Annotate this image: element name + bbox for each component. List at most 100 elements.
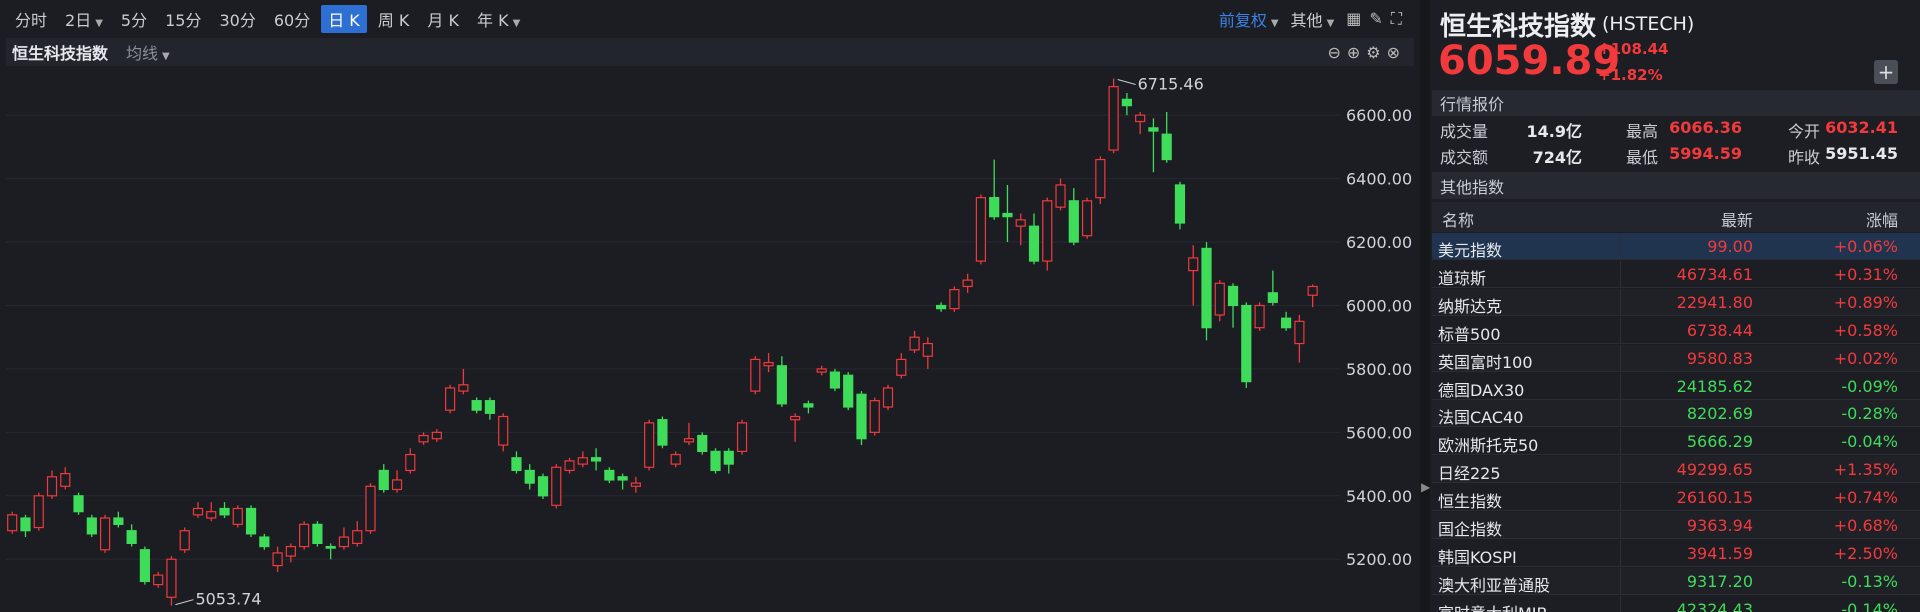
candle-body [1028, 225, 1040, 262]
row-bg[interactable] [1432, 567, 1920, 595]
candle-body [126, 530, 137, 544]
row-bg[interactable] [1432, 539, 1920, 567]
col-divider [1620, 400, 1621, 428]
candle-body [670, 453, 681, 465]
column-header: 涨幅 [1865, 211, 1898, 230]
annotation-arrow [175, 599, 194, 606]
period-button[interactable]: 30分 [212, 5, 262, 33]
row-bg[interactable] [1432, 372, 1920, 400]
candle-body [272, 552, 283, 567]
candle-body [365, 485, 376, 532]
row-bg[interactable] [1432, 512, 1920, 539]
period-button[interactable]: 月 K [420, 5, 466, 33]
index-name: 韩国KOSPI [1438, 547, 1517, 567]
candle-body [166, 558, 177, 598]
market-label: 最高 [1626, 122, 1659, 141]
index-last: 26160.15 [1676, 488, 1753, 508]
candle-body [471, 400, 482, 411]
annotation-arrow [1117, 79, 1136, 86]
candle-body [60, 473, 71, 487]
period-button[interactable]: 年 K ▼ [470, 5, 527, 33]
period-button[interactable]: 周 K [371, 5, 417, 33]
caret: ▼ [512, 18, 521, 29]
row-bg[interactable] [1432, 428, 1920, 456]
candle-body [431, 431, 442, 440]
index-change: +0.89% [1833, 292, 1898, 312]
index-name: 德国DAX30 [1438, 380, 1525, 400]
index-name: 纳斯达克 [1438, 296, 1503, 316]
col-divider [1620, 344, 1621, 372]
index-last: 24185.62 [1676, 376, 1753, 396]
row-bg[interactable] [1432, 316, 1920, 344]
candle-body [1174, 184, 1186, 224]
candle-body [763, 361, 774, 367]
tool-icons[interactable]: ▦✎⛶ [1346, 9, 1410, 28]
index-change: -0.13% [1841, 571, 1898, 591]
row-bg[interactable] [1432, 260, 1920, 288]
index-change: -0.28% [1841, 404, 1898, 424]
index-change: +0.06% [1833, 237, 1898, 256]
market-label: 昨收 [1788, 148, 1821, 167]
index-last: 9317.20 [1686, 571, 1753, 591]
splitter[interactable]: ▶ [1420, 0, 1430, 612]
col-divider [1620, 260, 1621, 288]
toolbar-select[interactable]: 前复权 ▼ [1219, 7, 1279, 31]
collapse-arrow[interactable]: ▶ [1421, 480, 1431, 494]
candle-body [524, 469, 535, 484]
period-button[interactable]: 日 K [321, 5, 367, 33]
row-bg[interactable] [1432, 484, 1920, 512]
candle-body [232, 507, 243, 525]
candle-body [537, 476, 549, 497]
index-name: 英国富时100 [1438, 352, 1533, 372]
index-change: -0.14% [1841, 599, 1898, 612]
index-name: 道琼斯 [1438, 268, 1487, 288]
candle-body [1281, 317, 1292, 329]
candle-body [498, 415, 509, 446]
candle-body [445, 387, 456, 411]
candle-body [1201, 247, 1212, 329]
candle-body [418, 434, 429, 443]
candle-body [511, 457, 522, 472]
chart-controls[interactable]: ⊖⊕⚙⊗ [1327, 43, 1406, 62]
add-button[interactable]: + [1874, 60, 1898, 84]
row-bg[interactable] [1432, 400, 1920, 428]
indicator-select[interactable]: 均线 ▼ [126, 40, 170, 64]
candle-body [922, 342, 933, 357]
period-button[interactable]: 5分 [114, 5, 154, 33]
candle-body [935, 304, 947, 310]
candle-body [325, 545, 336, 549]
candle-body [551, 466, 562, 506]
index-name: 美元指数 [1438, 241, 1503, 260]
quote-panel: 恒生科技指数 (HSTECH) 6059.89 ↑108.44 +1.82% +… [1432, 0, 1920, 612]
col-divider [1620, 484, 1621, 512]
period-button[interactable]: 15分 [158, 5, 208, 33]
toolbar-select[interactable]: 其他 ▼ [1291, 7, 1335, 31]
row-bg[interactable] [1432, 595, 1920, 612]
low-annotation: 5053.74 [195, 590, 261, 609]
candle-body [86, 517, 97, 535]
row-bg[interactable] [1432, 456, 1920, 484]
candle-body [803, 403, 814, 408]
candle-body [1055, 184, 1066, 208]
quote-name: 恒生科技指数 [1440, 12, 1597, 42]
candle-body [1267, 292, 1278, 303]
row-bg[interactable] [1432, 233, 1920, 260]
row-bg[interactable] [1432, 288, 1920, 316]
period-button[interactable]: 分时 [8, 5, 54, 33]
row-bg[interactable] [1432, 344, 1920, 372]
candle-body [1241, 304, 1252, 383]
candle-body [99, 517, 111, 551]
candle-body [338, 536, 350, 548]
candle-body [312, 523, 323, 544]
period-button[interactable]: 2日 ▼ [58, 5, 110, 33]
market-label: 最低 [1626, 148, 1659, 167]
candle-body [590, 457, 602, 462]
period-label: 月 K [427, 11, 459, 30]
period-label: 周 K [377, 11, 410, 30]
period-button[interactable]: 60分 [267, 5, 317, 33]
candle-body [683, 438, 695, 443]
candle-body [1294, 320, 1305, 345]
index-change: +1.35% [1833, 460, 1898, 480]
col-divider [1620, 372, 1621, 400]
candle-body [259, 536, 270, 548]
